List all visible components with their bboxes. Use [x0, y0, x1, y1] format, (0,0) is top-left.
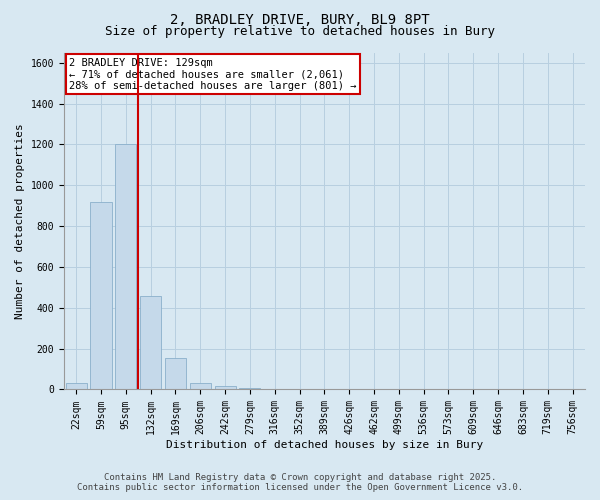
Y-axis label: Number of detached properties: Number of detached properties: [15, 123, 25, 319]
Bar: [190, 384, 211, 390]
Bar: [264, 389, 285, 390]
Bar: [140, 296, 161, 390]
Bar: [65, 384, 87, 390]
Bar: [165, 358, 186, 390]
X-axis label: Distribution of detached houses by size in Bury: Distribution of detached houses by size …: [166, 440, 483, 450]
Bar: [115, 144, 136, 390]
Text: 2 BRADLEY DRIVE: 129sqm
← 71% of detached houses are smaller (2,061)
28% of semi: 2 BRADLEY DRIVE: 129sqm ← 71% of detache…: [69, 58, 356, 91]
Text: 2, BRADLEY DRIVE, BURY, BL9 8PT: 2, BRADLEY DRIVE, BURY, BL9 8PT: [170, 12, 430, 26]
Bar: [91, 202, 112, 390]
Text: Size of property relative to detached houses in Bury: Size of property relative to detached ho…: [105, 25, 495, 38]
Bar: [239, 388, 260, 390]
Text: Contains HM Land Registry data © Crown copyright and database right 2025.
Contai: Contains HM Land Registry data © Crown c…: [77, 473, 523, 492]
Bar: [215, 386, 236, 390]
